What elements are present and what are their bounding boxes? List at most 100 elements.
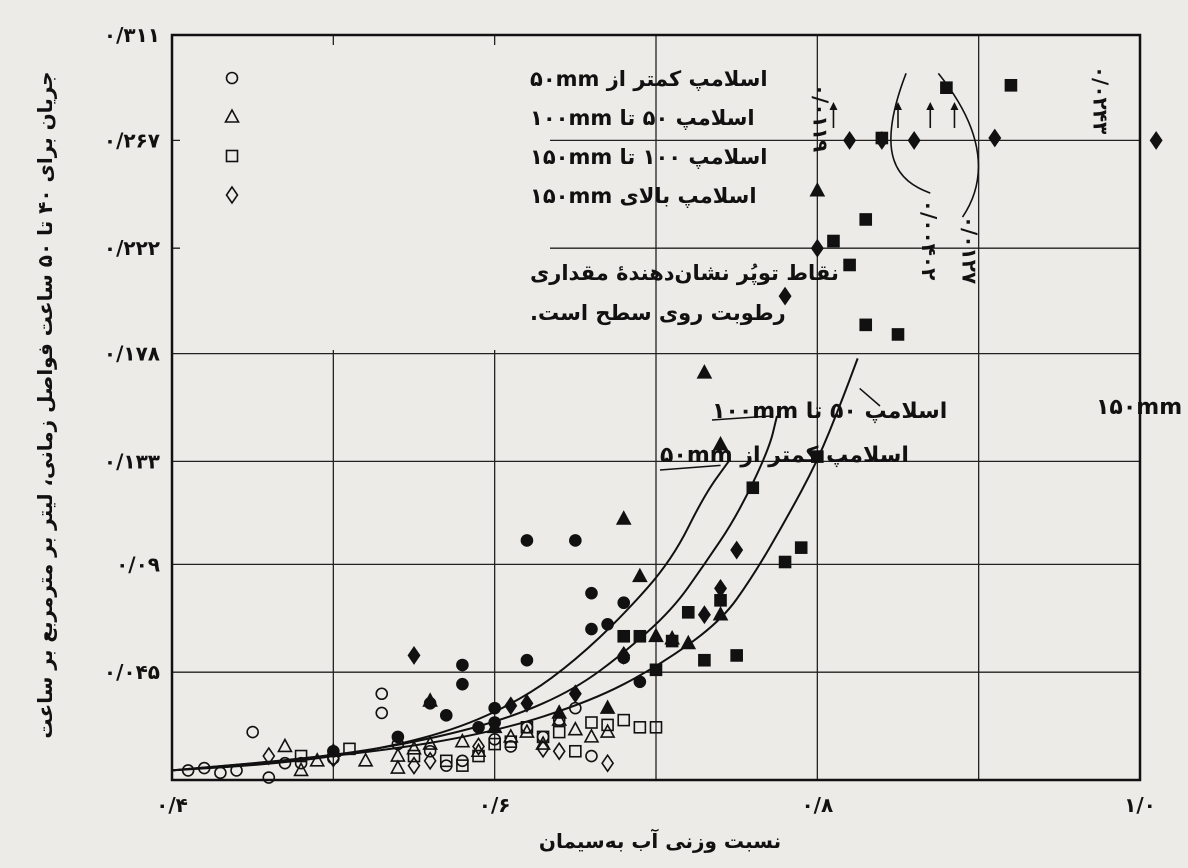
square-point-open [343,742,356,756]
y-tick-label: ۰/۱۷۸ [104,342,160,366]
square-point-filled [843,258,856,272]
circle-point-filled [601,617,614,631]
triangle-point-open [309,752,326,767]
diamond-point-filled [504,696,518,716]
curve-label-leader [659,464,721,471]
circle-point-filled [456,677,469,691]
triangle-point-filled [632,567,648,583]
triangle-point-filled [696,364,713,379]
curve-label-leader [859,387,881,407]
circle-point-open [423,744,437,758]
circle-point-open [375,687,389,701]
legend-note-line: رطوبت روی سطح است. [530,301,786,325]
triangle-point-open [406,740,422,755]
triangle-point-filled [422,692,438,707]
square-point-open [601,718,614,732]
curve-label: اسلامپ کمتر از ۵۰mm [660,443,909,468]
circle-point-open [181,764,195,777]
square-point-open [472,749,485,763]
square-point-filled [778,555,792,569]
triangle-point-open [390,747,406,762]
square-point-open [294,749,308,763]
legend-note-line: نقاط توپُر نشان‌دهندهٔ مقداری [530,261,839,285]
square-point-open [536,730,550,744]
annotation-bracket [937,72,980,218]
circle-point-open [294,756,308,770]
diamond-point-open [407,756,421,776]
circle-point-open [262,771,276,784]
circle-point-open [230,764,243,777]
fit-curve [171,358,859,772]
legend-label: اسلامپ ۱۰۰ تا ۱۵۰mm [530,145,767,169]
diamond-point-open [472,737,486,756]
triangle-point-filled [809,182,826,197]
square-point-filled [617,629,631,643]
diamond-point-open [552,741,566,761]
triangle-point-filled [680,634,697,650]
triangle-point-filled [712,435,729,451]
square-point-open [520,720,534,734]
circle-point-filled [391,730,405,744]
x-tick-label: ۰/۸ [801,793,833,817]
triangle-point-open [293,761,309,777]
triangle-point-open [551,711,568,726]
triangle-point-open [277,737,293,753]
diamond-point-filled [907,130,921,150]
triangle-point-open [519,723,535,738]
legend-label: اسلامپ کمتر از ۵۰mm [530,67,768,91]
legend: اسلامپ کمتر از ۵۰mm اسلامپ ۵۰ تا ۱۰۰mm اسل… [180,45,839,350]
x-tick-label: ۰/۴ [156,793,188,817]
triangle-point-open [325,742,342,758]
y-tick-label: ۰/۲۶۷ [104,128,160,152]
curve-label-leader [711,415,774,421]
legend-background [180,45,550,350]
fit-curve [171,460,730,772]
square-point-filled [633,629,647,643]
annotation-bracket [890,73,931,194]
circle-point-open [214,766,227,780]
diamond-point-filled [988,128,1002,148]
y-tick-label: ۰/۰۴۵ [104,660,160,684]
square-point-filled [891,328,905,341]
y-tick-label: ۰/۲۲۲ [104,236,160,260]
diamond-point-open [262,746,276,766]
y-axis-label: جریان برای ۴۰ تا ۵۰ ساعت فواصل زمانی، لی… [33,71,57,738]
y-axis-ticks: ۰/۰۴۵ ۰/۰۹ ۰/۱۳۳ ۰/۱۷۸ ۰/۲۲۲ ۰/۲۶۷ ۰/۳۱۱ [104,23,160,684]
square-point-open [633,720,647,734]
square-point-open [649,720,663,734]
square-point-filled [940,81,953,95]
diamond-point-filled [568,684,582,704]
y-tick-label: ۰/۳۱۱ [104,23,160,47]
circle-point-filled [488,701,501,715]
circle-point-filled [585,586,598,600]
circle-point-filled [617,596,631,610]
square-point-open [456,759,469,772]
circle-point-open [278,756,292,770]
square-point-filled [811,450,824,463]
diamond-point-filled [875,130,889,150]
triangle-point-open [390,759,406,774]
x-tick-label: ۱/۰ [1124,793,1156,817]
y-tick-label: ۰/۰۹ [116,552,160,576]
diamond-point-filled [697,605,711,625]
x-axis-label: نسبت وزنی آب به‌سیمان [539,828,781,853]
square-point-open [439,754,453,768]
legend-marker-diamond [225,185,239,205]
triangle-point-filled [486,718,503,734]
diamond-point-open [536,739,550,759]
legend-marker-circle [225,71,239,85]
circle-point-filled [585,622,598,636]
circle-point-open [197,761,211,775]
diamond-point-filled [617,646,631,665]
circle-point-filled [520,534,534,547]
triangle-point-filled [648,627,664,643]
triangle-point-filled [551,704,568,719]
circle-point-open [246,725,259,739]
diamond-point-filled [843,130,857,150]
triangle-point-filled [615,510,632,525]
value-annotation: ۰/۰۱۱۹ [808,84,832,152]
value-annotation: ۰/۰۱۲۷ [958,216,982,284]
diamond-point-open [423,751,437,771]
